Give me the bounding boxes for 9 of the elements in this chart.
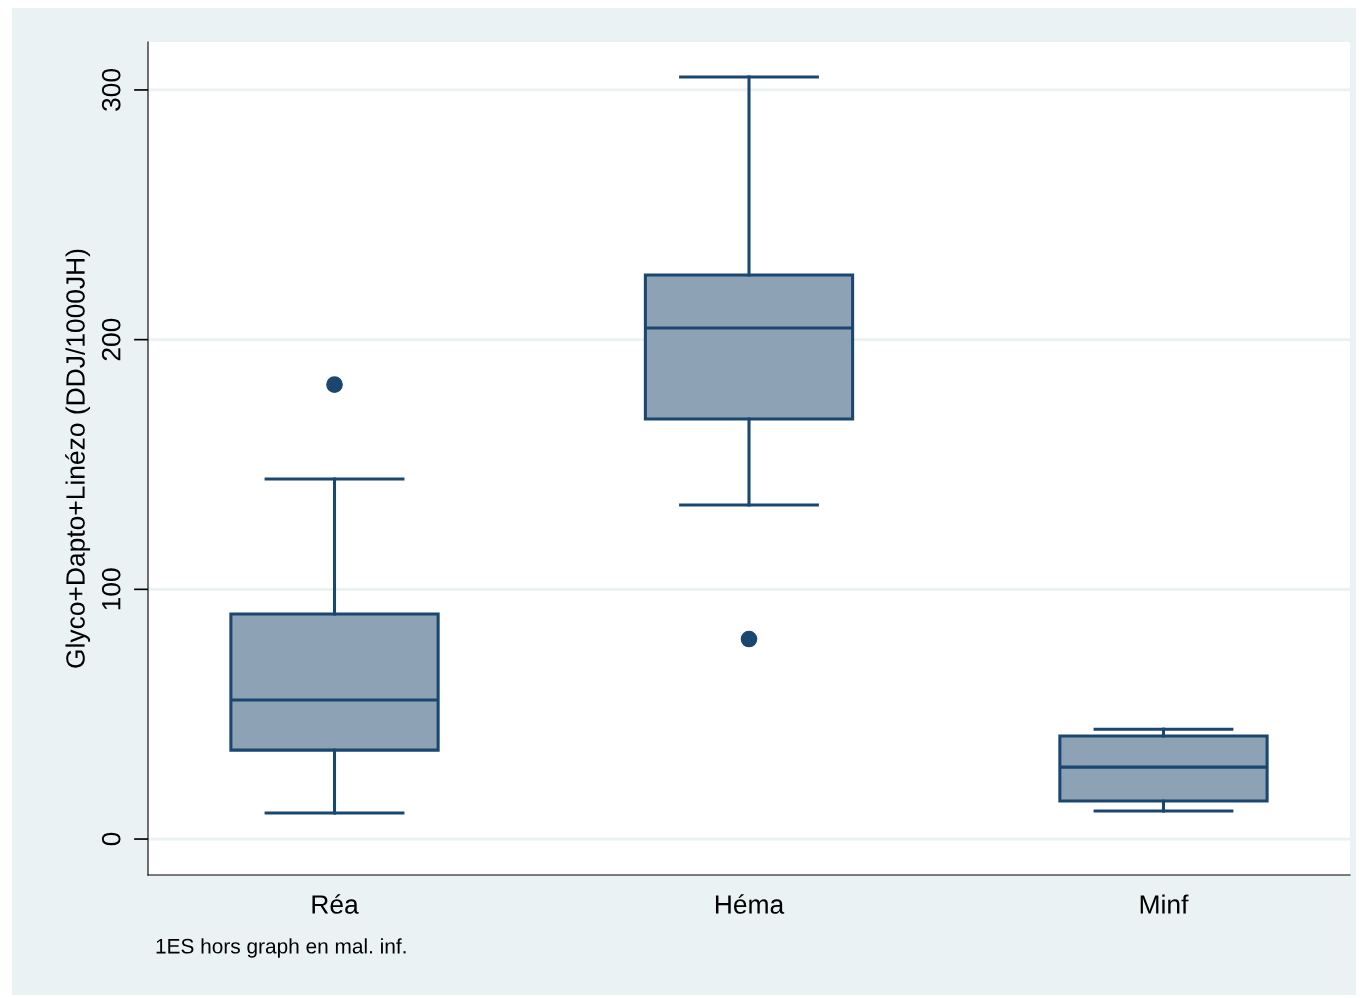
x-tick-label: Minf bbox=[1140, 894, 1189, 914]
y-tick-label: 300 bbox=[101, 68, 121, 111]
y-tick-label: 0 bbox=[101, 832, 121, 846]
x-tick-label: Héma bbox=[715, 894, 785, 914]
y-axis-title: Glyco+Dapto+Linézo (DDJ/1000JH) bbox=[65, 249, 91, 668]
y-tick-label: 200 bbox=[101, 318, 121, 361]
text: 1ES hors graph en mal. inf. bbox=[156, 938, 406, 958]
y-tick-label: 100 bbox=[101, 568, 121, 610]
x-tick-label: Réa bbox=[312, 894, 359, 914]
